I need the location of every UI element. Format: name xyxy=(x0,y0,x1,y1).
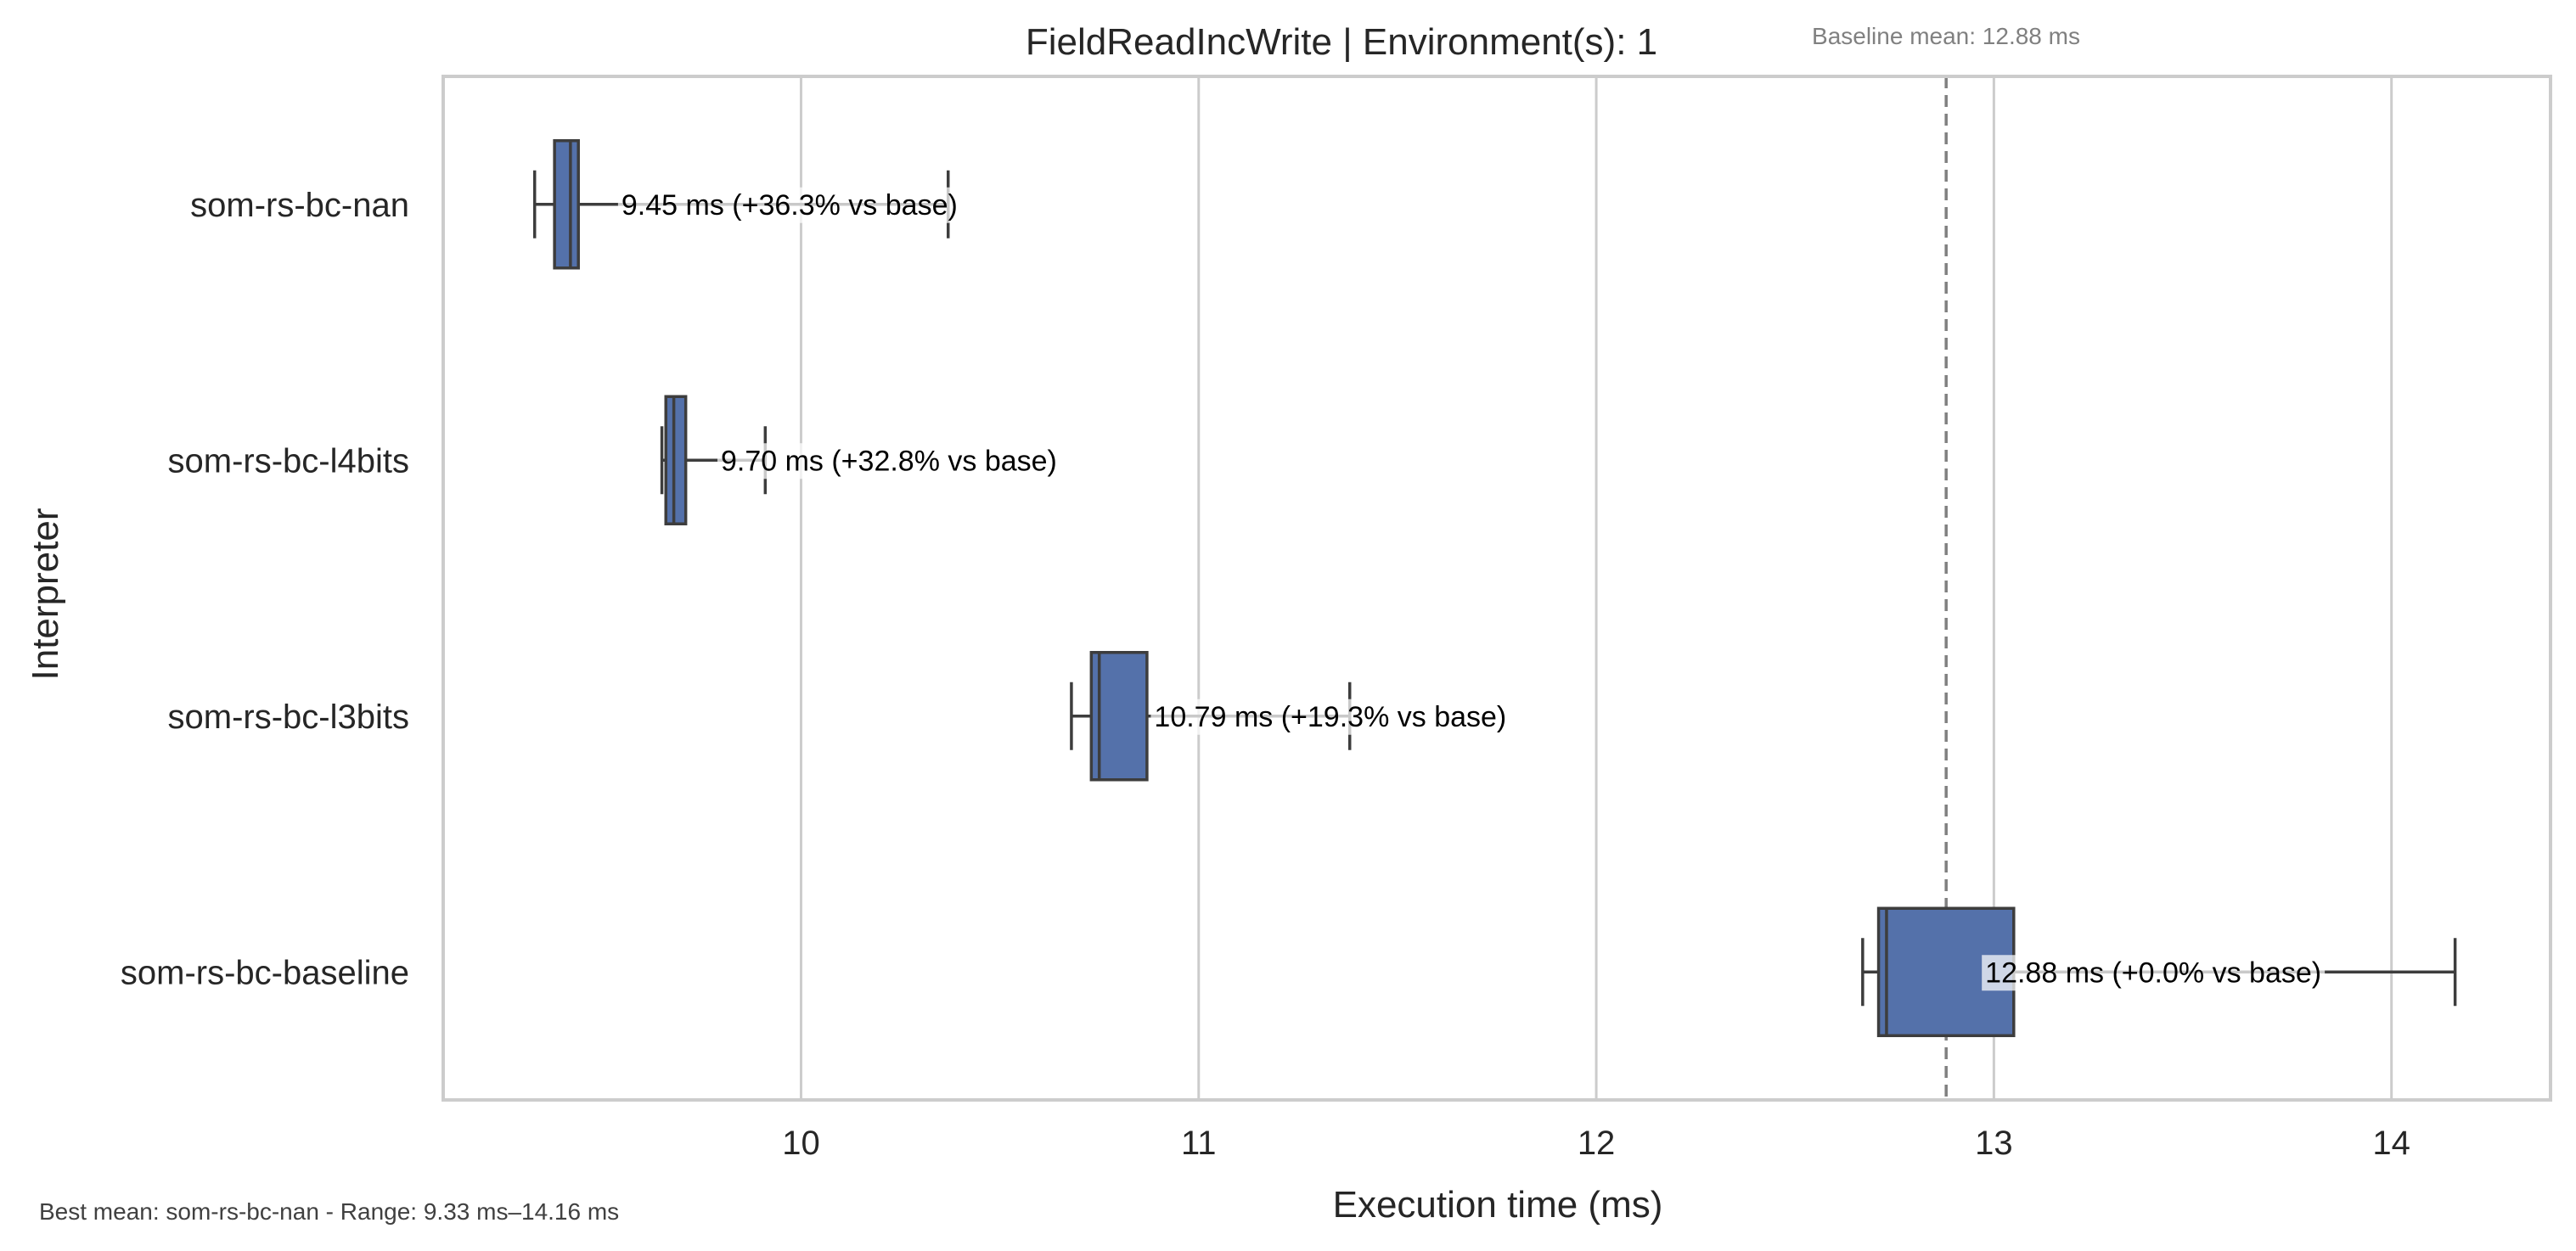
footnote: Best mean: som-rs-bc-nan - Range: 9.33 m… xyxy=(39,1198,619,1225)
box-iqr xyxy=(664,395,688,525)
x-tick-label: 13 xyxy=(1975,1125,2013,1162)
chart-title: FieldReadIncWrite | Environment(s): 1 xyxy=(1026,21,1657,63)
mean-annotation: 12.88 ms (+0.0% vs base) xyxy=(1982,955,2326,991)
plot-frame xyxy=(442,75,2552,1102)
grid-lines xyxy=(799,76,2393,1100)
x-tick-label: 10 xyxy=(782,1125,820,1162)
mean-label: 9.45 ms (+36.3% vs base) xyxy=(622,189,958,222)
y-tick-label: som-rs-bc-nan xyxy=(190,187,409,224)
x-tick-label: 14 xyxy=(2372,1125,2410,1162)
y-tick-label: som-rs-bc-l4bits xyxy=(168,442,409,480)
mean-label-bg xyxy=(717,443,1060,480)
mean-label: 10.79 ms (+19.3% vs base) xyxy=(1154,701,1506,733)
y-tick-label: som-rs-bc-l3bits xyxy=(168,698,409,736)
mean-annotation: 10.79 ms (+19.3% vs base) xyxy=(1150,698,1510,735)
mean-label: 9.70 ms (+32.8% vs base) xyxy=(721,445,1057,477)
y-axis-label: Interpreter xyxy=(25,508,66,681)
y-tick-label: som-rs-bc-baseline xyxy=(121,954,409,991)
x-tick-label: 11 xyxy=(1181,1125,1217,1162)
baseline-label: Baseline mean: 12.88 ms xyxy=(1812,23,2080,49)
x-axis-label: Execution time (ms) xyxy=(1333,1184,1663,1226)
mean-label-bg xyxy=(617,187,961,223)
tick-labels: 10 11 12 13 14 xyxy=(782,1125,2410,1162)
box-layer xyxy=(532,139,2457,1037)
box-iqr xyxy=(553,139,580,270)
mean-label-bg xyxy=(1982,955,2326,991)
annotation-layer: 9.45 ms (+36.3% vs base) 9.70 ms (+32.8% … xyxy=(617,187,2326,991)
mean-label-bg xyxy=(1150,698,1510,735)
mean-annotation: 9.70 ms (+32.8% vs base) xyxy=(717,443,1060,480)
box-som-rs-bc-nan xyxy=(532,139,950,270)
category-labels: som-rs-bc-nan som-rs-bc-l4bits som-rs-bc-l… xyxy=(121,187,409,992)
mean-label: 12.88 ms (+0.0% vs base) xyxy=(1985,956,2321,989)
mean-annotation: 9.45 ms (+36.3% vs base) xyxy=(617,187,961,223)
x-tick-label: 12 xyxy=(1578,1125,1616,1162)
